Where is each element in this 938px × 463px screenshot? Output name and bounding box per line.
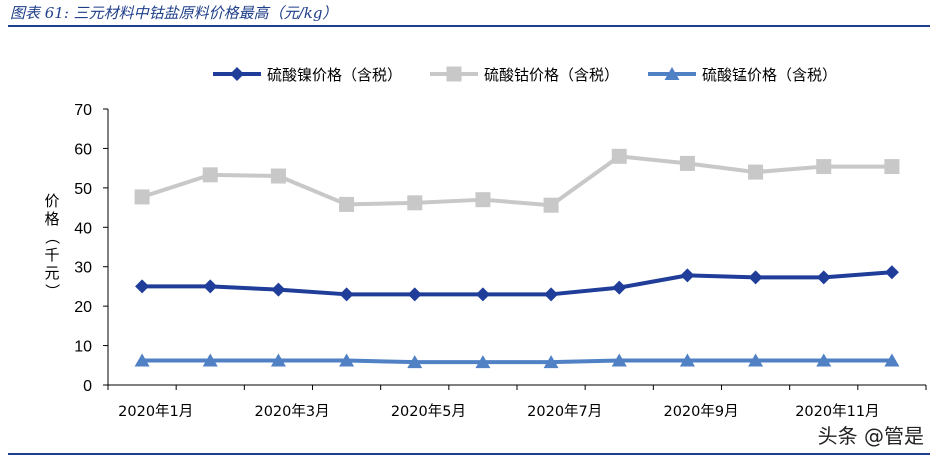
triangle-marker <box>611 353 627 367</box>
triangle-marker <box>407 355 423 369</box>
x-tick-label: 2020年11月 <box>795 403 879 420</box>
square-marker <box>270 168 286 184</box>
triangle-marker <box>884 353 900 367</box>
title-rule <box>8 25 930 27</box>
square-marker <box>748 164 764 180</box>
svg-text:元: 元 <box>44 264 59 282</box>
legend-item-1: 硫酸镍价格（含税） <box>213 66 402 84</box>
y-tick-label: 40 <box>74 220 92 237</box>
triangle-marker <box>664 67 680 80</box>
series-line <box>141 154 892 208</box>
diamond-marker <box>680 268 695 283</box>
footer-rule <box>8 453 930 455</box>
triangle-marker <box>679 353 695 367</box>
diamond-marker <box>816 270 831 285</box>
diamond-marker <box>612 280 627 295</box>
diamond-marker <box>339 287 354 302</box>
series-1 <box>135 265 899 302</box>
diamond-marker <box>135 279 150 294</box>
square-marker <box>611 148 627 164</box>
square-marker <box>202 167 218 183</box>
legend-label: 硫酸钴价格（含税） <box>484 66 619 84</box>
diamond-marker <box>407 287 422 302</box>
svg-text:）: ） <box>43 283 61 298</box>
square-marker <box>679 155 695 171</box>
series-2 <box>134 148 900 213</box>
triangle-marker <box>202 353 218 367</box>
diamond-marker <box>203 279 218 294</box>
y-tick-label: 50 <box>74 181 92 198</box>
y-tick-label: 20 <box>74 299 92 316</box>
triangle-marker <box>748 353 764 367</box>
square-marker <box>475 192 491 208</box>
series-3 <box>134 353 900 369</box>
square-marker <box>339 196 355 212</box>
triangle-marker <box>270 353 286 367</box>
triangle-marker <box>543 355 559 369</box>
diamond-marker <box>748 270 763 285</box>
triangle-marker <box>816 353 832 367</box>
svg-text:格: 格 <box>44 210 59 228</box>
square-marker <box>134 189 150 205</box>
legend-label: 硫酸锰价格（含税） <box>702 66 837 84</box>
y-tick-label: 60 <box>74 141 92 158</box>
diamond-marker <box>271 282 286 297</box>
svg-text:（: （ <box>43 229 61 244</box>
series-line <box>142 270 893 297</box>
square-marker <box>446 66 462 82</box>
y-tick-label: 70 <box>74 102 92 119</box>
y-tick-label: 10 <box>74 339 92 356</box>
diamond-marker <box>884 265 899 280</box>
chart-title: 图表 61: 三元材料中钴盐原料价格最高（元/kg） <box>10 4 338 22</box>
svg-text:千: 千 <box>44 246 59 264</box>
triangle-marker <box>339 353 355 367</box>
x-tick-label: 2020年3月 <box>254 403 329 420</box>
legend-label: 硫酸镍价格（含税） <box>267 66 402 84</box>
legend-item-3: 硫酸锰价格（含税） <box>648 66 837 84</box>
square-marker <box>816 159 832 175</box>
y-tick-label: 30 <box>74 260 92 277</box>
legend-item-2: 硫酸钴价格（含税） <box>430 66 619 84</box>
x-tick-label: 2020年1月 <box>118 403 193 420</box>
diamond-marker <box>230 67 244 81</box>
x-tick-label: 2020年5月 <box>391 403 466 420</box>
x-tick-label: 2020年9月 <box>663 403 738 420</box>
y-axis-label: 价格（ 千元） <box>43 192 61 299</box>
square-marker <box>543 197 559 213</box>
y-tick-label: 0 <box>83 378 92 395</box>
series-line <box>142 358 892 365</box>
watermark: 头条 @管是 <box>817 424 924 448</box>
square-marker <box>407 195 423 211</box>
svg-text:价: 价 <box>44 192 59 210</box>
square-marker <box>884 159 900 175</box>
diamond-marker <box>544 287 559 302</box>
triangle-marker <box>475 355 491 369</box>
diamond-marker <box>475 287 490 302</box>
triangle-marker <box>134 353 150 367</box>
x-tick-label: 2020年7月 <box>527 403 602 420</box>
